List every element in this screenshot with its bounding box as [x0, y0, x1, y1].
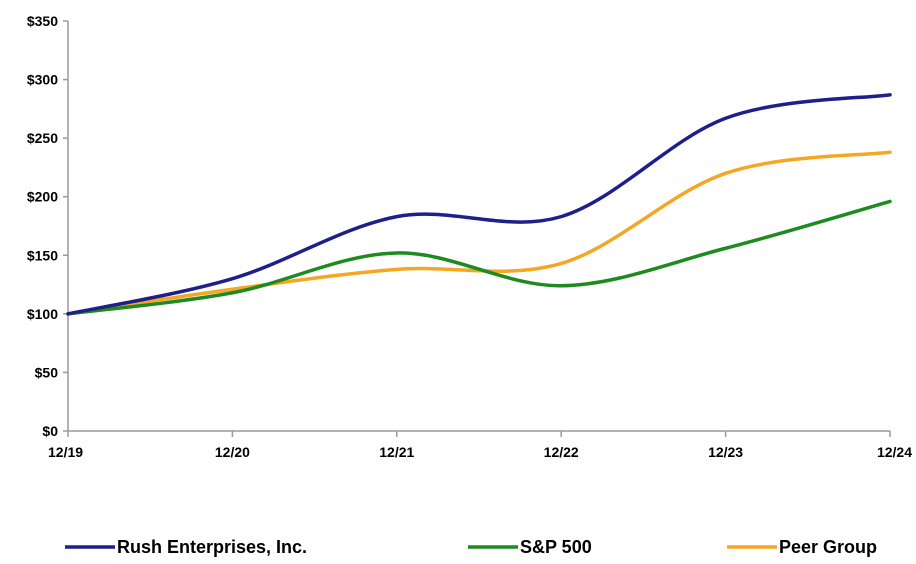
legend-label-s-p-500: S&P 500 [520, 537, 592, 557]
x-tick-label: 12/20 [215, 444, 250, 460]
series-lines [66, 93, 892, 316]
chart-axes [67, 21, 890, 432]
y-axis-ticks: $0 $50 $100 $150 $200 $250 $300 $350 [27, 13, 68, 439]
x-tick-label: 12/19 [48, 444, 83, 460]
y-tick-label: $100 [27, 306, 58, 322]
x-tick-label: 12/21 [379, 444, 414, 460]
y-tick-label: $0 [42, 423, 58, 439]
y-tick-label: $200 [27, 189, 58, 205]
y-tick-label: $150 [27, 247, 58, 263]
x-tick-label: 12/22 [544, 444, 579, 460]
x-tick-label: 12/23 [708, 444, 743, 460]
x-tick-label: 12/24 [877, 444, 912, 460]
y-tick-label: $350 [27, 13, 58, 29]
y-tick-label: $250 [27, 130, 58, 146]
legend-label-peer-group: Peer Group [779, 537, 877, 557]
series-line-rush-enterprises-inc [66, 93, 892, 316]
legend: Rush Enterprises, Inc. S&P 500 Peer Group [65, 537, 877, 557]
x-axis-ticks: 12/19 12/20 12/21 12/22 12/23 12/24 [48, 431, 912, 460]
legend-label-rush-enterprises-inc: Rush Enterprises, Inc. [117, 537, 307, 557]
y-tick-label: $50 [35, 364, 59, 380]
series-line-s-p-500 [66, 199, 892, 316]
y-tick-label: $300 [27, 72, 58, 88]
